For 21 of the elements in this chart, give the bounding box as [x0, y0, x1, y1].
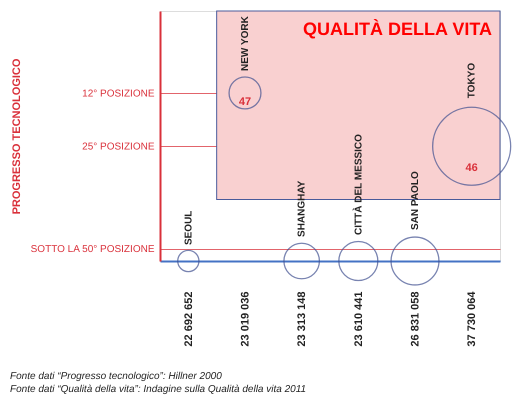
annotation: SEOUL — [183, 210, 194, 246]
annotation: SAN PAOLO — [410, 171, 421, 230]
x-tick-label: 23 313 148 — [296, 292, 308, 347]
x-tick-label: 37 730 064 — [466, 290, 478, 347]
source-note: Fonte dati “Qualità della vita”: Indagine sulla Qualità della vita 2011 — [10, 384, 306, 395]
x-tick-label: 23 019 036 — [240, 292, 252, 347]
annotation: 47 — [238, 96, 252, 108]
x-tick-label: 22 692 652 — [182, 292, 195, 347]
y-tick-label: SOTTO LA 50° POSIZIONE — [30, 244, 155, 256]
x-tick-label: 26 831 058 — [410, 292, 422, 347]
x-tick-label: 23 610 441 — [352, 292, 365, 347]
annotation: CITTÀ DEL MESSICO — [352, 134, 364, 235]
y-axis-title: PROGRESSO TECNOLOGICO — [11, 58, 24, 214]
band-label: QUALITÀ DELLA VITA — [303, 19, 492, 39]
annotation: SHANGHAY — [296, 180, 308, 237]
y-tick-label: 25° POSIZIONE — [82, 142, 155, 153]
source-note: Fonte dati “Progresso tecnologico”: Hillner 2000 — [10, 371, 222, 382]
y-tick-label: 12° POSIZIONE — [82, 88, 155, 100]
annotation: 46 — [466, 162, 478, 174]
annotation: NEW YORK — [240, 15, 251, 71]
annotation: TOKYO — [466, 62, 478, 98]
